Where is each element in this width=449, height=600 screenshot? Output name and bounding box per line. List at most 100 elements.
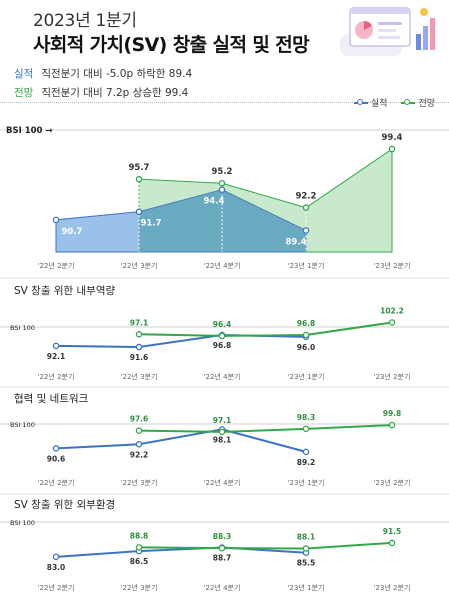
forecast-point — [135, 175, 143, 183]
x-tick-label: '22년 4분기 — [204, 583, 241, 592]
legend-actual-label: 실적 — [370, 99, 388, 109]
actual-point — [135, 208, 143, 215]
forecast-data-label: 102.2 — [380, 306, 404, 315]
actual-data-label: 92.1 — [47, 352, 66, 361]
x-tick-label: '23년 1분기 — [288, 478, 325, 487]
actual-data-label: 89.4 — [286, 237, 307, 247]
summary-actual-tag: 실적 — [14, 68, 34, 80]
forecast-point — [302, 204, 310, 211]
actual-line — [55, 428, 307, 453]
summary-actual-text: 직전분기 대비 -5.0p 하락한 89.4 — [41, 68, 193, 80]
forecast-point — [388, 421, 396, 429]
section-title-external: SV 창출 위한 외부환경 — [14, 499, 116, 511]
forecast-point — [135, 544, 143, 551]
forecast-point — [388, 319, 396, 326]
forecast-line — [138, 321, 393, 337]
actual-data-label: 94.4 — [204, 197, 225, 207]
actual-point — [52, 342, 60, 350]
period-title: 2023년 1분기 — [33, 11, 137, 31]
x-tick-label: '22년 3분기 — [121, 583, 158, 592]
x-tick-label: '22년 2분기 — [38, 583, 75, 592]
forecast-point — [218, 179, 226, 187]
legend-actual: 실적 — [353, 96, 388, 109]
forecast-data-label: 91.5 — [383, 527, 402, 536]
summary-forecast-tag: 전망 — [14, 87, 34, 99]
x-tick-label: '22년 2분기 — [38, 478, 75, 487]
forecast-data-label: 97.1 — [130, 318, 149, 327]
actual-data-label: 86.5 — [130, 557, 149, 566]
x-tick-label: '22년 3분기 — [121, 478, 158, 487]
x-tick-label: '22년 4분기 — [204, 372, 241, 381]
x-tick-label: '23년 1분기 — [288, 583, 325, 592]
reference-label: BSI 100 — [10, 519, 35, 527]
actual-point — [52, 216, 60, 224]
actual-data-label: 90.6 — [47, 454, 66, 463]
actual-data-label: 90.7 — [62, 227, 83, 237]
actual-data-label: 89.2 — [297, 458, 316, 467]
forecast-data-label: 88.8 — [130, 531, 149, 540]
actual-data-label: 85.5 — [297, 559, 316, 568]
forecast-data-label: 96.4 — [213, 320, 232, 329]
actual-point — [218, 186, 226, 193]
summary-forecast-text: 직전분기 대비 7.2p 상승한 99.4 — [41, 87, 189, 99]
forecast-data-label: 92.2 — [296, 192, 317, 202]
legend-forecast: 전망 — [401, 96, 435, 109]
page-title: 사회적 가치(SV) 창출 실적 및 전망 — [33, 34, 310, 56]
header-divider — [0, 102, 449, 103]
forecast-line — [138, 424, 393, 433]
actual-point — [302, 227, 310, 234]
reference-label: BSI 100 — [10, 421, 35, 429]
actual-data-label: 91.7 — [141, 219, 162, 229]
forecast-point — [218, 428, 226, 436]
forecast-data-label: 88.1 — [297, 532, 316, 541]
forecast-data-label: 99.4 — [382, 133, 403, 143]
actual-point — [135, 343, 143, 351]
forecast-point — [218, 332, 226, 340]
summary-forecast: 전망 직전분기 대비 7.2p 상승한 99.4 — [14, 85, 188, 100]
forecast-point — [388, 539, 396, 547]
forecast-data-label: 95.7 — [129, 163, 150, 173]
x-tick-label: '23년 2분기 — [374, 478, 411, 487]
legend-actual-marker-icon — [353, 98, 368, 107]
forecast-data-label: 96.8 — [297, 319, 316, 328]
x-tick-label: '23년 2분기 — [374, 583, 411, 592]
forecast-point — [218, 544, 226, 552]
reference-label: BSI 100 → — [6, 126, 53, 136]
forecast-point — [302, 331, 310, 339]
x-tick-label: '22년 3분기 — [121, 261, 158, 270]
actual-data-label: 83.0 — [47, 563, 66, 572]
x-tick-label: '23년 1분기 — [288, 261, 325, 270]
x-tick-label: '23년 2분기 — [374, 372, 411, 381]
forecast-data-label: 88.3 — [213, 532, 232, 541]
forecast-data-label: 98.3 — [297, 413, 316, 422]
forecast-data-label: 99.8 — [383, 409, 402, 418]
summary-actual: 실적 직전분기 대비 -5.0p 하락한 89.4 — [14, 66, 192, 81]
actual-line — [55, 546, 307, 558]
actual-data-label: 96.8 — [213, 341, 232, 350]
actual-data-label: 91.6 — [130, 353, 149, 362]
actual-data-label: 96.0 — [297, 343, 316, 352]
x-tick-label: '22년 4분기 — [204, 261, 241, 270]
x-tick-label: '22년 2분기 — [38, 372, 75, 381]
actual-data-label: 88.7 — [213, 553, 232, 562]
forecast-point — [135, 331, 143, 338]
section-title-internal: SV 창출 위한 내부역량 — [14, 285, 116, 297]
x-tick-label: '23년 2분기 — [374, 261, 411, 270]
x-tick-label: '23년 1분기 — [288, 372, 325, 381]
x-tick-label: '22년 4분기 — [204, 478, 241, 487]
reference-label: BSI 100 — [10, 324, 35, 332]
forecast-line — [138, 541, 393, 550]
actual-point — [302, 448, 310, 456]
report-illustration-icon — [340, 7, 435, 56]
forecast-point — [302, 545, 310, 552]
actual-line — [55, 333, 307, 349]
forecast-data-label: 95.2 — [212, 167, 233, 177]
forecast-point — [135, 427, 143, 434]
forecast-data-label: 97.6 — [130, 415, 149, 424]
chart-legend: 실적 전망 — [353, 96, 435, 109]
actual-data-label: 92.2 — [130, 450, 149, 459]
forecast-point — [388, 145, 396, 153]
